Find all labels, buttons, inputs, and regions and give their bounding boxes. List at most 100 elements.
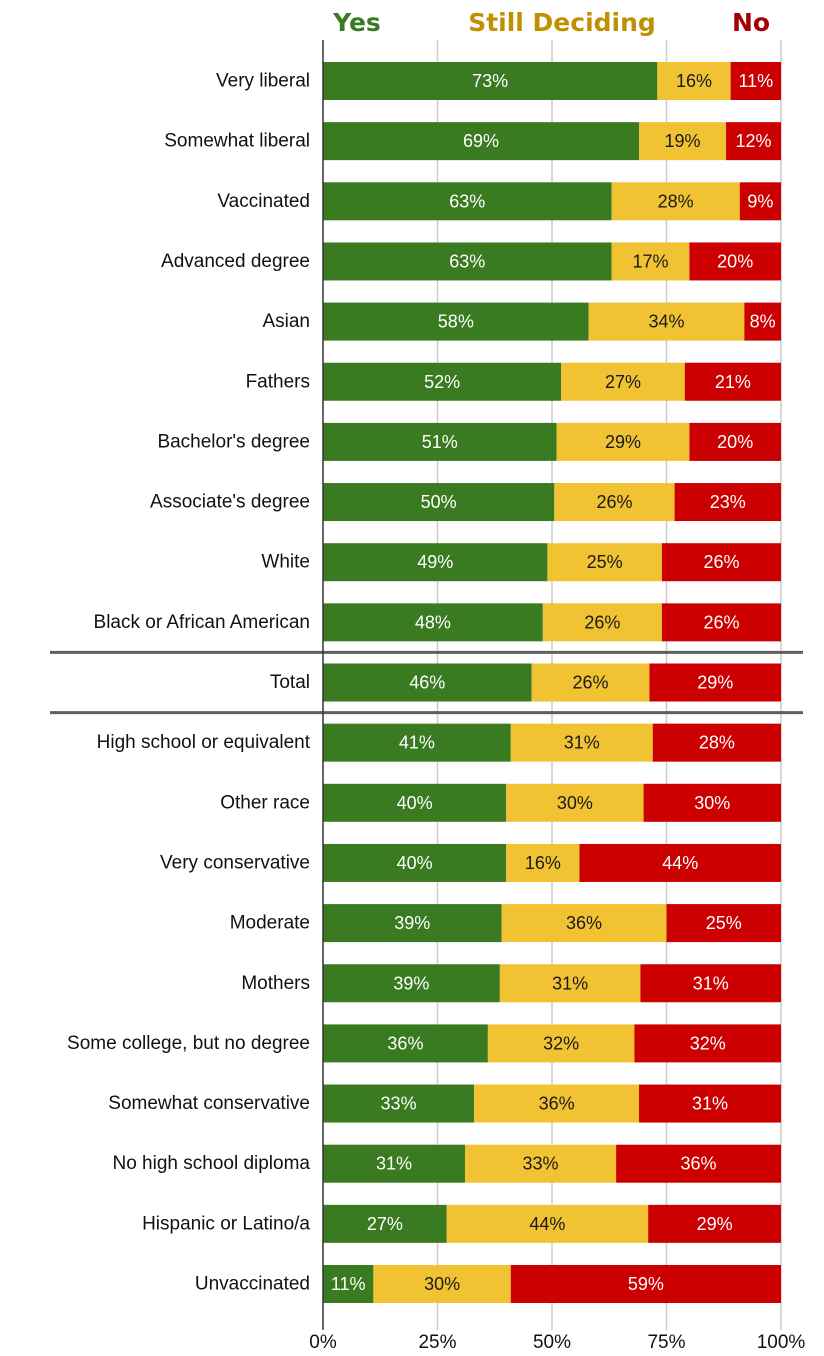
- legend-label: No: [732, 8, 770, 37]
- bar-segment: [547, 543, 662, 582]
- bar-segment: [323, 1144, 465, 1183]
- data-label: 20%: [717, 251, 753, 271]
- category-label: Somewhat liberal: [164, 131, 310, 152]
- bar-segment: [661, 543, 781, 582]
- bar-segment: [474, 1084, 640, 1123]
- bar-segment: [611, 182, 740, 221]
- category-label: Advanced degree: [161, 251, 310, 272]
- data-label: 26%: [703, 612, 739, 632]
- bar-segment: [639, 122, 727, 161]
- category-label: Black or African American: [94, 612, 310, 633]
- data-label: 33%: [381, 1094, 417, 1114]
- data-label: 21%: [715, 372, 751, 392]
- bar-segment: [689, 242, 781, 281]
- data-label: 39%: [394, 913, 430, 933]
- data-label: 31%: [564, 733, 600, 753]
- bar-segment: [323, 122, 640, 161]
- bar-segment: [643, 783, 781, 822]
- bar-segment: [554, 483, 675, 522]
- data-label: 30%: [557, 793, 593, 813]
- category-label: Very conservative: [160, 852, 310, 873]
- data-label: 36%: [539, 1094, 575, 1114]
- legend-label: Still Deciding: [468, 8, 656, 37]
- category-label: Moderate: [230, 913, 310, 934]
- data-label: 40%: [397, 853, 433, 873]
- bar-segment: [666, 904, 781, 943]
- data-label: 23%: [710, 492, 746, 512]
- data-label: 31%: [693, 973, 729, 993]
- bar-segment: [323, 1024, 488, 1063]
- data-label: 58%: [438, 312, 474, 332]
- data-label: 49%: [417, 552, 453, 572]
- data-label: 30%: [694, 793, 730, 813]
- bar-segment: [323, 964, 500, 1003]
- bar-segment: [506, 843, 580, 882]
- data-label: 36%: [387, 1033, 423, 1053]
- data-label: 44%: [529, 1214, 565, 1234]
- category-label: Total: [270, 672, 310, 693]
- bar-segment: [640, 964, 781, 1003]
- bar-segment: [323, 843, 507, 882]
- data-label: 16%: [525, 853, 561, 873]
- bar-segment: [323, 362, 562, 401]
- bar-segment: [323, 1204, 447, 1243]
- data-label: 11%: [738, 71, 773, 91]
- data-label: 51%: [422, 432, 458, 452]
- bar-segment: [510, 723, 653, 762]
- data-label: 33%: [523, 1154, 559, 1174]
- data-label: 31%: [692, 1094, 728, 1114]
- bar-segment: [487, 1024, 635, 1063]
- data-label: 32%: [690, 1033, 726, 1053]
- bar-segment: [323, 62, 658, 100]
- data-label: 30%: [424, 1274, 460, 1294]
- category-label: Some college, but no degree: [67, 1033, 310, 1054]
- bar-segment: [616, 1144, 781, 1183]
- bar-segment: [542, 603, 662, 642]
- x-tick-label: 0%: [309, 1332, 337, 1353]
- data-label: 48%: [415, 612, 451, 632]
- bar-segment: [649, 663, 781, 702]
- bar-segment: [648, 1204, 781, 1243]
- data-label: 11%: [331, 1274, 366, 1294]
- bar-segment: [531, 663, 650, 702]
- category-label: White: [261, 552, 310, 573]
- bar-segment: [556, 422, 690, 461]
- data-label: 26%: [596, 492, 632, 512]
- category-label: Very liberal: [216, 71, 310, 92]
- data-label: 36%: [566, 913, 602, 933]
- data-label: 8%: [750, 312, 776, 332]
- data-label: 29%: [605, 432, 641, 452]
- x-tick-label: 25%: [418, 1332, 456, 1353]
- bar-segment: [744, 302, 781, 341]
- bar-segment: [323, 904, 502, 943]
- data-label: 17%: [632, 251, 668, 271]
- category-label: Vaccinated: [217, 191, 310, 212]
- bar-segment: [464, 1144, 617, 1183]
- bar-segment: [726, 122, 781, 161]
- data-label: 20%: [717, 432, 753, 452]
- data-label: 26%: [703, 552, 739, 572]
- data-label: 46%: [409, 673, 445, 693]
- data-label: 19%: [665, 131, 701, 151]
- bar-segment: [611, 242, 690, 281]
- data-label: 31%: [552, 973, 588, 993]
- bar-segment: [323, 663, 532, 702]
- bar-segment: [561, 362, 685, 401]
- bar-segment: [684, 362, 781, 401]
- data-label: 52%: [424, 372, 460, 392]
- data-label: 12%: [736, 131, 772, 151]
- data-label: 9%: [747, 191, 773, 211]
- data-label: 34%: [648, 312, 684, 332]
- data-label: 31%: [376, 1154, 412, 1174]
- bar-segment: [323, 302, 589, 341]
- category-label: High school or equivalent: [97, 732, 311, 753]
- bar-segment: [639, 1084, 781, 1123]
- bars: 73% 16% 11% 69% 19% 12% 63% 28% 9% 63% 17% 20% 58% 34…: [323, 62, 781, 1303]
- category-label: Bachelor's degree: [157, 431, 310, 452]
- x-tick-label: 100%: [757, 1332, 806, 1353]
- bar-segment: [323, 1265, 374, 1303]
- category-label: Asian: [262, 311, 310, 332]
- bar-segment: [739, 182, 781, 221]
- bar-segment: [657, 62, 731, 100]
